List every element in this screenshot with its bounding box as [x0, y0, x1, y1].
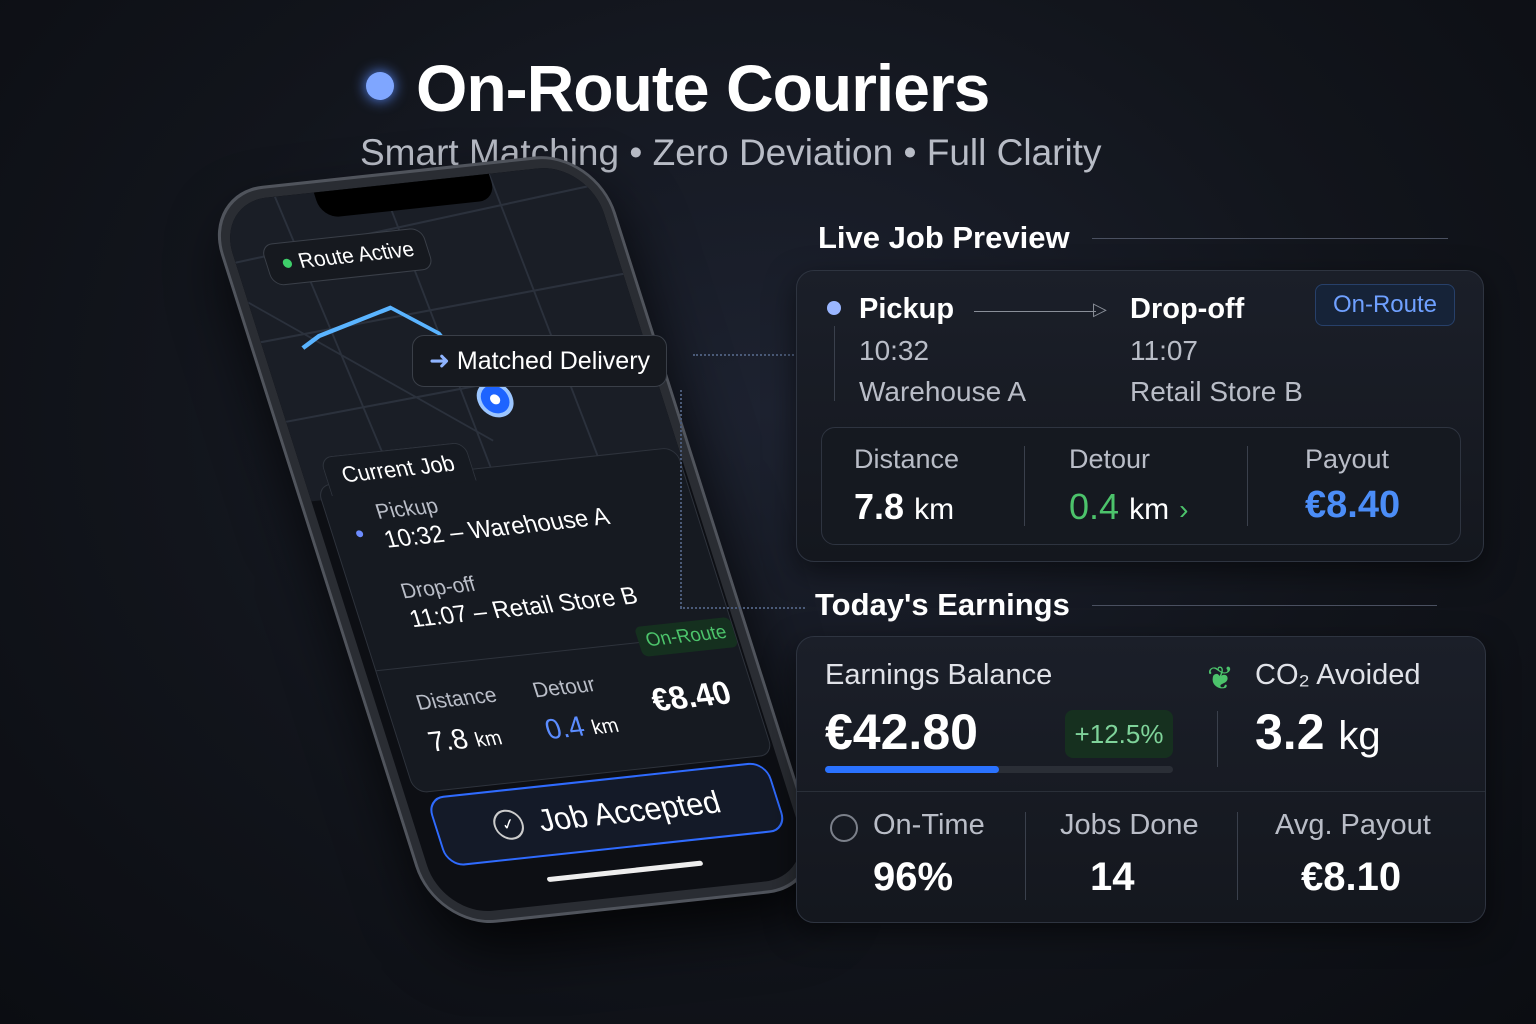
- distance-label: Distance: [413, 683, 500, 715]
- live-job-card: Pickup 10:32 Warehouse A ▷ Drop-off 11:0…: [796, 270, 1484, 562]
- jobs-done-label: Jobs Done: [1060, 809, 1199, 841]
- matched-delivery-text: Matched Delivery: [456, 347, 651, 375]
- pickup-dot-icon: ●: [352, 524, 368, 543]
- clock-icon: [830, 814, 858, 842]
- balance-label: Earnings Balance: [825, 659, 1053, 691]
- dropoff-time: 11:07: [1130, 335, 1198, 366]
- leaf-icon: ❦: [1207, 660, 1234, 696]
- distance-value: 7.8 km: [424, 722, 506, 758]
- ontime-value: 96%: [873, 855, 954, 899]
- payout-value: €8.40: [646, 673, 736, 719]
- earnings-card: Earnings Balance €42.80 +12.5% ❦ CO₂ Avo…: [796, 636, 1486, 923]
- job-metrics: Distance 7.8 km Detour 0.4 km › Payout €…: [821, 427, 1461, 545]
- on-route-badge: On-Route: [633, 616, 739, 657]
- payout-value: €8.40: [1305, 484, 1401, 526]
- route-status-text: Route Active: [295, 237, 418, 273]
- earnings-heading: Today's Earnings: [815, 587, 1437, 623]
- arrow-right-icon: ➜: [429, 347, 457, 375]
- avg-payout-label: Avg. Payout: [1275, 809, 1431, 841]
- detour-value: 0.4 km: [540, 710, 622, 746]
- pickup-label: Pickup: [859, 293, 955, 325]
- live-job-preview-heading: Live Job Preview: [818, 220, 1448, 256]
- chevron-right-icon: ›: [1179, 494, 1189, 525]
- balance-value: €42.80: [825, 704, 978, 760]
- change-badge: +12.5%: [1065, 710, 1173, 758]
- avg-payout-value: €8.10: [1301, 855, 1402, 899]
- pickup-place: Warehouse A: [859, 376, 1027, 407]
- distance-value: 7.8 km: [854, 486, 955, 527]
- home-indicator: [546, 860, 704, 883]
- jobs-done-value: 14: [1090, 855, 1135, 899]
- pickup-dot-icon: [827, 301, 841, 315]
- route-arrow-icon: [974, 311, 1096, 312]
- page-title: On-Route Couriers: [416, 51, 990, 125]
- job-accepted-label: Job Accepted: [532, 784, 726, 839]
- on-route-badge: On-Route: [1315, 284, 1455, 326]
- phone-mockup: ● Route Active Current Job ● Pickup 10:3…: [205, 153, 827, 926]
- matched-delivery-callout: ➜ Matched Delivery: [412, 335, 668, 387]
- co2-label: CO₂ Avoided: [1255, 659, 1421, 691]
- dropoff-place: Retail Store B: [1130, 376, 1303, 407]
- current-job-card: ● Pickup 10:32 – Warehouse A Drop-off 11…: [316, 446, 775, 794]
- distance-label: Distance: [854, 444, 960, 474]
- pickup-time: 10:32: [859, 335, 930, 366]
- ontime-label: On-Time: [873, 809, 985, 841]
- earnings-progress-bar: [825, 766, 1173, 773]
- detour-value: 0.4 km ›: [1069, 486, 1189, 527]
- payout-label: Payout: [1305, 444, 1390, 474]
- pickup-label: Pickup: [372, 494, 442, 524]
- co2-value: 3.2 kg: [1255, 704, 1381, 760]
- detour-label: Detour: [529, 672, 599, 703]
- check-circle-icon: ✓: [489, 808, 528, 842]
- detour-label: Detour: [1069, 444, 1151, 474]
- brand-dot-icon: [366, 72, 394, 100]
- dropoff-label: Drop-off: [1130, 293, 1245, 325]
